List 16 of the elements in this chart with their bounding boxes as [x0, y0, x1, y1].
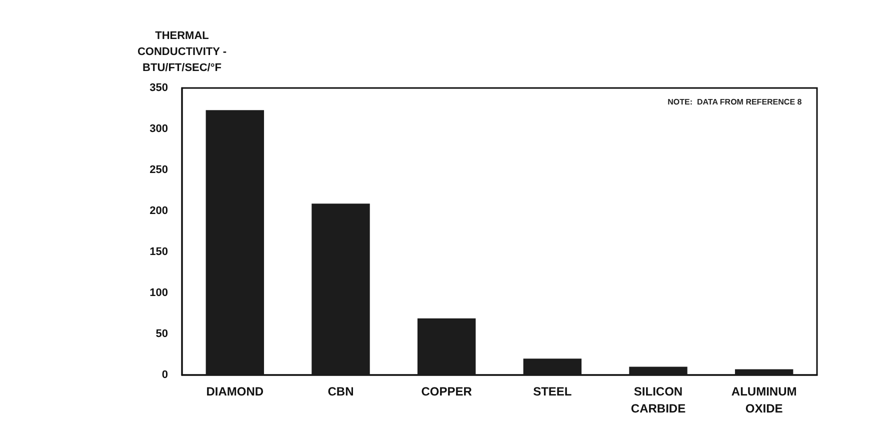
- y-axis-title: THERMAL CONDUCTIVITY - BTU/FT/SEC/°F: [137, 30, 227, 74]
- x-tick-label: DIAMOND: [206, 384, 264, 398]
- y-tick-label: 150: [150, 246, 168, 258]
- y-tick-label: 250: [150, 164, 168, 176]
- y-tick-label: 50: [156, 328, 168, 340]
- annotation: NOTE: DATA FROM REFERENCE 8: [668, 98, 802, 106]
- x-tick-label: ALUMINUM OXIDE: [731, 384, 797, 416]
- x-tick-label: COPPER: [421, 384, 472, 398]
- y-tick-label: 200: [150, 205, 168, 217]
- x-tick-label: STEEL: [533, 384, 572, 398]
- y-tick-label: 300: [150, 123, 168, 135]
- y-tick-label: 350: [150, 82, 168, 94]
- x-tick-label: SILICON CARBIDE: [630, 384, 686, 416]
- x-tick-label: CBN: [328, 384, 354, 398]
- y-tick-label: 100: [150, 287, 168, 299]
- y-tick-label: 0: [162, 369, 168, 381]
